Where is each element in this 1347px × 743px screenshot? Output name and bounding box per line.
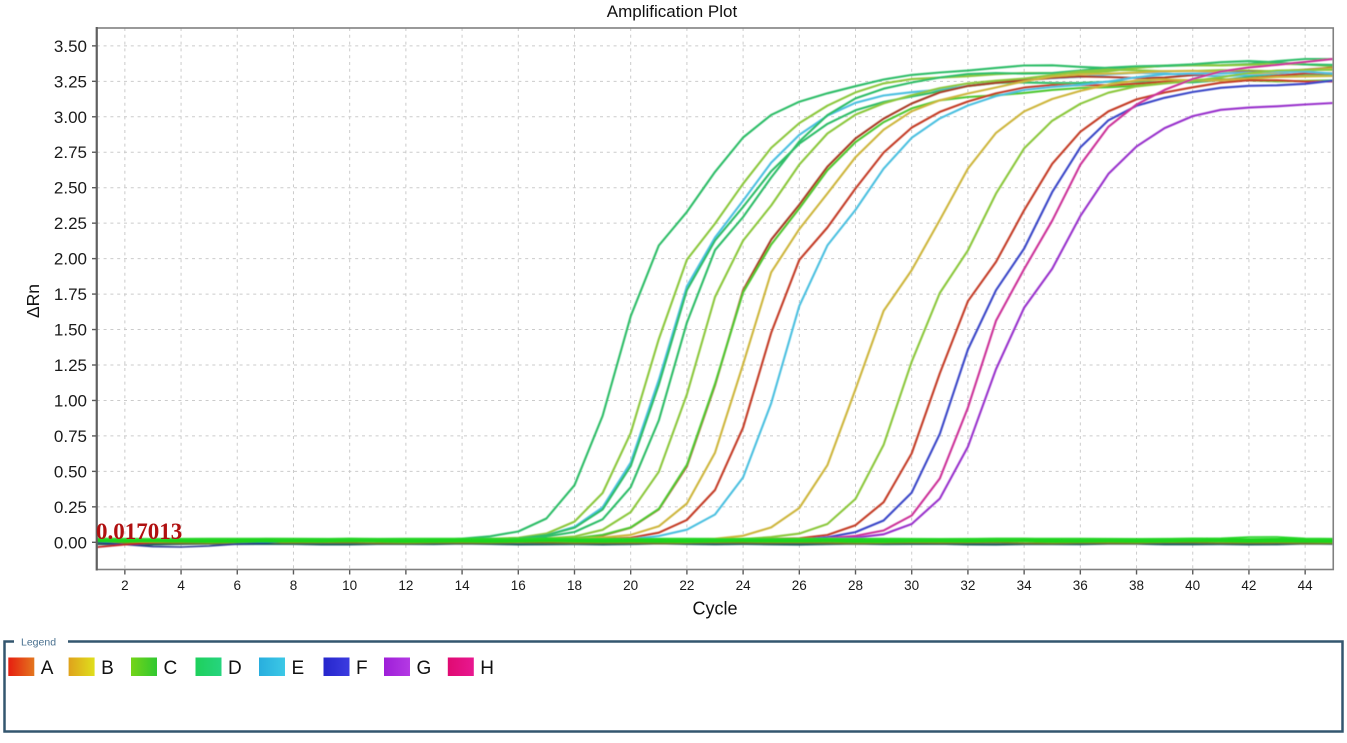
svg-text:32: 32: [960, 578, 975, 593]
svg-text:ΔRn: ΔRn: [23, 284, 43, 318]
svg-text:H: H: [480, 658, 494, 679]
svg-text:Legend: Legend: [21, 637, 56, 649]
svg-text:2.50: 2.50: [54, 179, 87, 198]
svg-text:18: 18: [567, 578, 582, 593]
svg-text:F: F: [356, 658, 368, 679]
svg-text:3.00: 3.00: [54, 108, 87, 127]
svg-text:30: 30: [904, 578, 919, 593]
svg-text:B: B: [101, 658, 114, 679]
svg-text:40: 40: [1185, 578, 1200, 593]
svg-text:2.00: 2.00: [54, 250, 87, 269]
svg-text:2.25: 2.25: [54, 214, 87, 233]
svg-text:26: 26: [792, 578, 807, 593]
svg-text:8: 8: [290, 578, 298, 593]
svg-text:6: 6: [234, 578, 242, 593]
svg-text:0.017013: 0.017013: [96, 519, 182, 544]
svg-text:14: 14: [455, 578, 471, 593]
svg-text:0.50: 0.50: [54, 462, 87, 481]
svg-text:1.75: 1.75: [54, 285, 87, 304]
svg-text:A: A: [41, 658, 54, 679]
svg-text:20: 20: [623, 578, 638, 593]
svg-text:1.25: 1.25: [54, 356, 87, 375]
svg-text:22: 22: [679, 578, 694, 593]
svg-text:G: G: [417, 658, 432, 679]
svg-text:0.00: 0.00: [54, 533, 87, 552]
svg-text:1.50: 1.50: [54, 321, 87, 340]
svg-text:42: 42: [1241, 578, 1256, 593]
svg-text:0.25: 0.25: [54, 498, 87, 517]
svg-text:2: 2: [121, 578, 129, 593]
svg-text:36: 36: [1073, 578, 1088, 593]
svg-text:16: 16: [511, 578, 526, 593]
svg-text:10: 10: [342, 578, 357, 593]
svg-text:3.50: 3.50: [54, 37, 87, 56]
svg-text:24: 24: [736, 578, 752, 593]
svg-text:C: C: [164, 658, 178, 679]
svg-text:E: E: [292, 658, 305, 679]
svg-text:3.25: 3.25: [54, 72, 87, 91]
svg-text:2.75: 2.75: [54, 143, 87, 162]
svg-text:38: 38: [1129, 578, 1144, 593]
svg-text:0.75: 0.75: [54, 427, 87, 446]
svg-text:1.00: 1.00: [54, 392, 87, 411]
svg-text:D: D: [228, 658, 242, 679]
svg-text:Amplification Plot: Amplification Plot: [607, 2, 738, 21]
svg-text:4: 4: [177, 578, 185, 593]
svg-text:44: 44: [1298, 578, 1314, 593]
svg-text:12: 12: [398, 578, 413, 593]
svg-text:28: 28: [848, 578, 863, 593]
svg-text:Cycle: Cycle: [692, 599, 737, 619]
svg-text:34: 34: [1017, 578, 1033, 593]
